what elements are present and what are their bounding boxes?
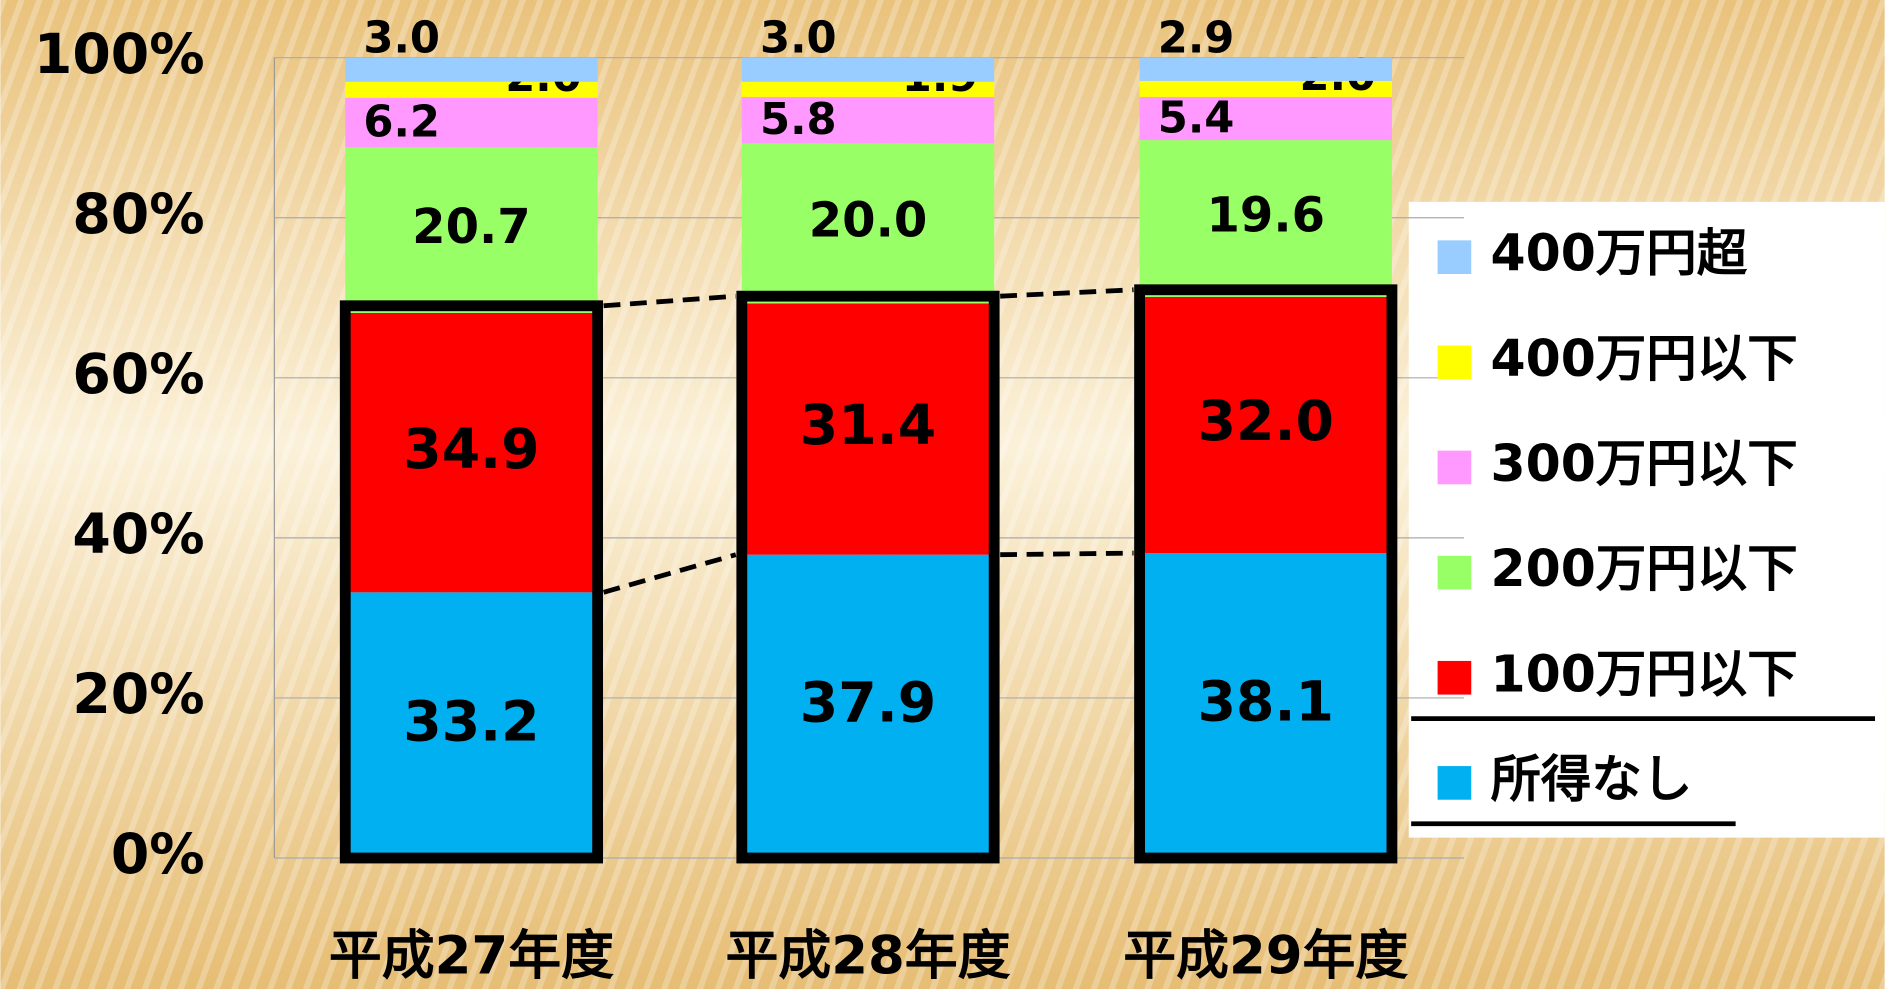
legend-box <box>1408 201 1885 838</box>
bar-segment <box>1139 553 1392 859</box>
data-label: 32.0 <box>1198 390 1334 454</box>
data-label: 5.4 <box>1158 93 1235 143</box>
bar-segment <box>345 81 598 98</box>
data-label: 33.2 <box>403 690 539 754</box>
data-label: 3.0 <box>760 13 837 63</box>
data-label: 31.4 <box>800 394 936 458</box>
bar-segment <box>345 592 598 859</box>
legend-swatch <box>1437 766 1472 800</box>
data-label: 38.1 <box>1198 671 1334 735</box>
highlight-outline <box>1134 284 1398 864</box>
x-tick-label: 平成27年度 <box>329 926 614 987</box>
bar-segment <box>345 147 598 313</box>
y-tick-label: 80% <box>72 183 204 247</box>
legend-label: 100万円以下 <box>1490 644 1797 703</box>
legend-swatch <box>1437 450 1472 485</box>
bar-segment <box>345 57 598 82</box>
legend-swatch <box>1437 660 1472 695</box>
legend-label: 400万円超 <box>1490 224 1747 283</box>
bar-segment <box>1139 57 1392 81</box>
bar-segment <box>741 96 995 144</box>
connector-dashed <box>1000 287 1134 299</box>
y-tick-label: 20% <box>72 663 204 727</box>
data-label: 20.0 <box>809 192 928 248</box>
x-tick-label: 平成28年度 <box>725 926 1010 987</box>
legend-swatch <box>1437 240 1472 274</box>
legend-label: 200万円以下 <box>1490 539 1797 598</box>
y-tick-label: 100% <box>34 23 205 87</box>
data-label: 37.9 <box>800 671 936 735</box>
bar-segment <box>1139 96 1392 141</box>
bar-segment <box>741 57 995 82</box>
connector-dashed <box>1000 550 1134 558</box>
highlight-outline <box>339 300 604 864</box>
bar-segment <box>1139 80 1392 97</box>
bar-segment <box>741 143 995 304</box>
x-tick-label: 平成29年度 <box>1123 926 1408 987</box>
data-label: 34.9 <box>403 418 539 482</box>
connector-dashed <box>602 552 737 595</box>
bar-segment <box>345 312 598 593</box>
bar-segment <box>741 81 995 97</box>
data-label: 19.6 <box>1206 188 1325 244</box>
legend-swatch <box>1437 345 1472 380</box>
y-tick-label: 0% <box>111 823 205 887</box>
bar-segment <box>1139 296 1392 554</box>
legend-label: 300万円以下 <box>1490 434 1797 493</box>
bar-segment <box>1139 140 1392 297</box>
legend-label: 400万円以下 <box>1490 329 1797 388</box>
y-tick-label: 60% <box>72 343 204 407</box>
highlight-outline <box>736 290 1000 864</box>
data-label: 2.9 <box>1158 13 1235 63</box>
legend-label: 所得なし <box>1490 749 1692 808</box>
data-label: 3.0 <box>363 13 440 63</box>
y-tick-label: 40% <box>72 503 204 567</box>
data-label: 6.2 <box>363 97 440 147</box>
bar-segment <box>741 303 995 555</box>
bar-segment <box>345 97 598 148</box>
bar-segment <box>741 554 995 859</box>
data-label: 5.8 <box>760 95 837 145</box>
connector-dashed <box>603 293 736 309</box>
data-label: 20.7 <box>412 199 531 255</box>
legend-swatch <box>1437 555 1472 590</box>
